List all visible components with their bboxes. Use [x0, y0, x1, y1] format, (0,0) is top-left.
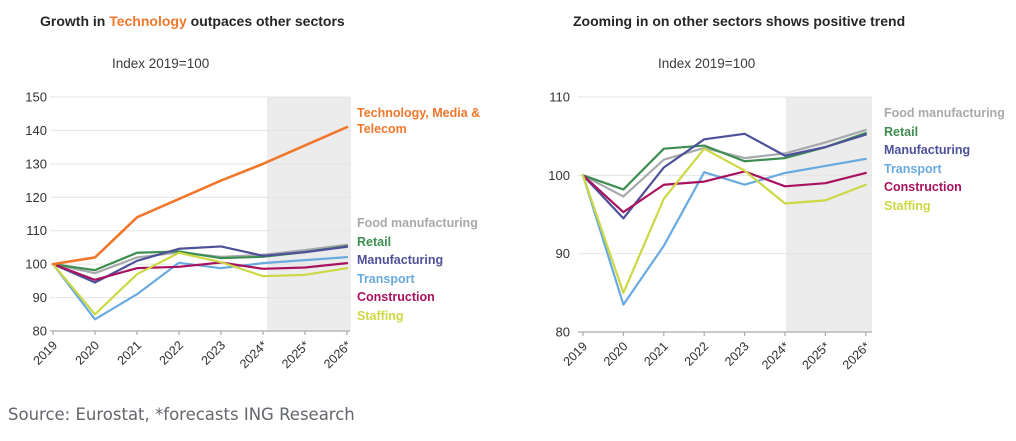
y-axis-tick-label: 90 [556, 246, 570, 261]
x-axis-tick-label: 2023 [199, 338, 229, 368]
y-axis-tick-label: 80 [556, 325, 570, 340]
series-line-construction [581, 170, 867, 214]
y-axis-tick-label: 110 [26, 223, 47, 238]
y-axis-tick-label: 100 [25, 257, 47, 272]
legend-label-retail: Retail [357, 234, 392, 249]
right-chart-legend: Food manufacturing Retail Manufacturing Tra… [884, 104, 1005, 215]
x-axis-tick-label: 2021 [115, 338, 145, 368]
y-axis-tick-label: 110 [549, 90, 570, 105]
legend-label-manufacturing: Manufacturing [357, 253, 444, 267]
y-axis-tick-label: 150 [25, 90, 47, 105]
x-axis-tick-label: 2025* [279, 338, 312, 371]
series-line-technology-media-telecom [51, 125, 349, 266]
legend-label-food-manufacturing: Food manufacturing [884, 106, 1005, 120]
legend-label-manufacturing: Manufacturing [884, 143, 971, 157]
left-chart-legend: Food manufacturing Retail Manufacturing Tra… [357, 214, 478, 325]
y-axis-tick-label: 120 [25, 190, 47, 205]
right-chart-title: Zooming in on other sectors shows positi… [573, 13, 905, 29]
legend-label-transport: Transport [357, 271, 415, 286]
series-line-staffing [581, 147, 867, 294]
x-axis-tick-label: 2023 [722, 339, 752, 369]
x-axis-tick-label: 2022 [157, 338, 187, 368]
legend-label-construction: Construction [884, 180, 962, 194]
legend-label-transport: Transport [884, 161, 942, 176]
series-line-staffing [51, 251, 349, 316]
title-part-1: Technology [109, 13, 187, 29]
series-line-manufacturing [581, 132, 867, 220]
y-axis-tick-label: 140 [25, 123, 47, 138]
title-part-2: outpaces other sectors [186, 13, 345, 29]
legend-label-retail: Retail [884, 124, 919, 139]
x-axis-tick-label: 2025* [800, 339, 833, 372]
technology-series-label: Technology, Media & Telecom [357, 106, 481, 136]
x-axis-tick-label: 2020 [601, 339, 631, 369]
title-part-0: Zooming in on other sectors shows positi… [573, 13, 906, 29]
forecast-band [267, 97, 351, 331]
legend-label-staffing: Staffing [357, 308, 404, 323]
x-axis-tick-label: 2019 [31, 338, 61, 368]
source-note: Source: Eurostat, *forecasts ING Researc… [8, 405, 355, 424]
right-chart-subtitle: Index 2019=100 [658, 56, 756, 71]
x-axis-tick-label: 2026* [321, 338, 354, 371]
x-axis-tick-label: 2024* [759, 339, 792, 372]
y-axis-tick-label: 130 [25, 156, 47, 171]
x-axis-tick-label: 2021 [641, 339, 671, 369]
y-axis-tick-label: 80 [33, 324, 47, 339]
legend-label-food-manufacturing: Food manufacturing [357, 216, 478, 230]
x-axis-tick-label: 2022 [682, 339, 712, 369]
left-chart-subtitle: Index 2019=100 [112, 56, 210, 71]
x-axis-tick-label: 2020 [73, 338, 103, 368]
x-axis-tick-label: 2019 [561, 339, 591, 369]
y-axis-tick-label: 100 [548, 168, 570, 183]
title-part-0: Growth in [40, 13, 110, 29]
y-axis-tick-label: 90 [33, 290, 47, 305]
series-line-transport [581, 157, 867, 306]
legend-label-staffing: Staffing [884, 198, 931, 213]
legend-label-construction: Construction [357, 290, 435, 304]
x-axis-tick-label: 2026* [840, 339, 873, 372]
left-chart-title: Growth in Technology outpaces other sect… [40, 13, 345, 29]
series-line-construction [51, 261, 349, 281]
x-axis-tick-label: 2024* [237, 338, 270, 371]
